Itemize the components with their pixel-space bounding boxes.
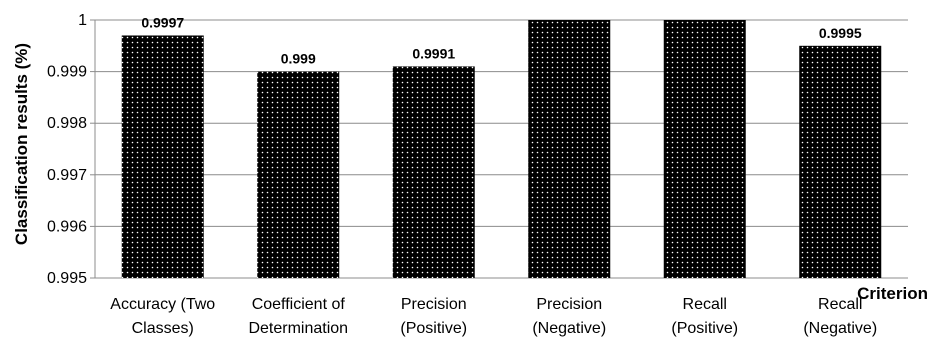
bar	[799, 45, 882, 278]
y-tick-label: 0.996	[47, 218, 87, 235]
bar	[663, 20, 746, 278]
y-tick-label: 0.995	[47, 270, 87, 287]
x-category-label: Classes)	[132, 320, 194, 337]
x-category-label: (Positive)	[400, 320, 467, 337]
x-category-label: Coefficient of	[252, 296, 346, 313]
bar	[528, 20, 611, 278]
x-category-label: Precision	[401, 296, 467, 313]
data-label: 0.9995	[819, 25, 862, 41]
x-category-label: Recall	[818, 296, 862, 313]
y-tick-label: 0.999	[47, 64, 87, 81]
x-category-label: Determination	[248, 320, 348, 337]
x-category-label: (Negative)	[803, 320, 877, 337]
x-category-label: (Positive)	[671, 320, 738, 337]
y-tick-label: 0.998	[47, 115, 87, 132]
x-axis-title: Criterion	[857, 284, 928, 303]
data-label: 0.9997	[141, 14, 184, 30]
bar	[257, 71, 340, 278]
y-axis-title: Classification results (%)	[12, 43, 31, 245]
x-category-label: Recall	[683, 296, 727, 313]
gridlines	[90, 19, 908, 279]
bar	[392, 66, 475, 278]
bar	[121, 35, 204, 279]
y-tick-label: 1	[78, 12, 87, 29]
x-category-labels: Accuracy (Two Classes) Coefficient of Deter…	[110, 296, 877, 337]
x-category-label: (Negative)	[532, 320, 606, 337]
data-label: 0.9991	[412, 45, 455, 61]
y-tick-label: 0.997	[47, 167, 87, 184]
x-category-label: Precision	[536, 296, 602, 313]
data-label: 0.999	[281, 51, 316, 67]
data-labels: 0.9997 0.999 0.9991 0.9995	[141, 14, 862, 66]
x-category-label: Accuracy (Two	[110, 296, 215, 313]
y-tick-labels: 0.995 0.996 0.997 0.998 0.999 1	[47, 12, 87, 287]
bars	[121, 20, 882, 279]
